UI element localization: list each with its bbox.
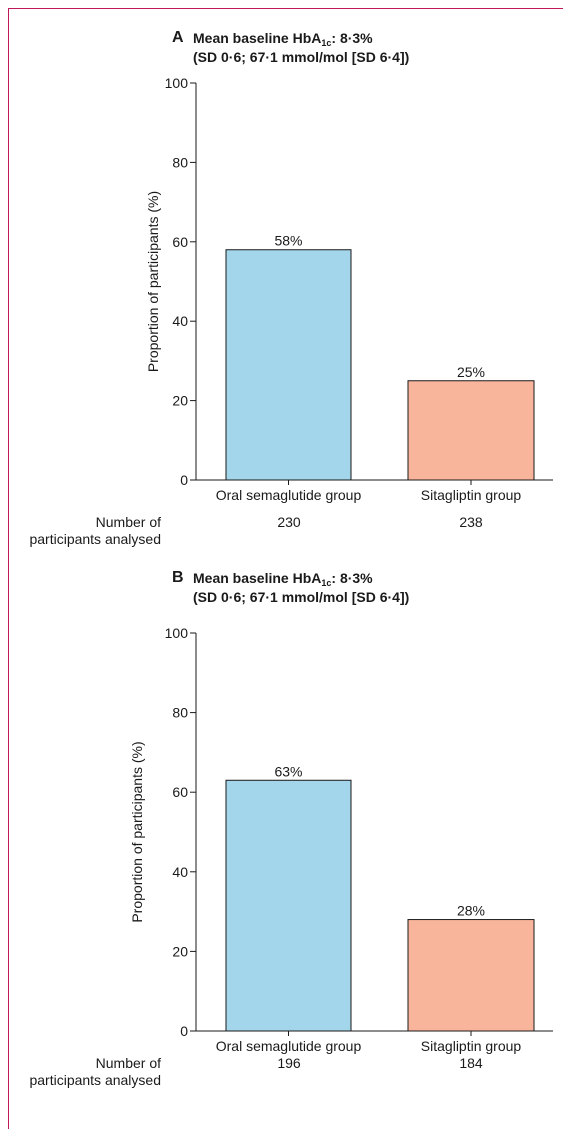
y-tick-label: 0: [180, 1023, 188, 1039]
frame-top-border: [8, 8, 563, 9]
y-tick-label: 0: [180, 472, 188, 488]
n-value-oral-semaglutide: 196: [277, 1055, 301, 1071]
n-value-oral-semaglutide: 230: [277, 514, 301, 530]
bar-sitagliptin: [407, 919, 535, 1032]
bar-chart-svg: 0 20 40 60 80 100 Proportion of participants (…: [145, 75, 553, 503]
panel-letter: A: [172, 29, 184, 46]
y-tick-label: 60: [172, 784, 188, 800]
bar-sitagliptin: [407, 380, 535, 481]
bar-oral-semaglutide: [225, 779, 352, 1032]
y-tick-label: 20: [172, 943, 188, 959]
y-tick-label: 20: [172, 393, 188, 409]
bar-data-label: 63%: [274, 763, 302, 779]
bar-data-label: 28%: [457, 903, 485, 919]
y-tick-label: 80: [172, 154, 188, 170]
chart-panel-a: A Mean baseline HbA1c: 8·3% (SD 0·6; 67·…: [0, 0, 563, 555]
frame-left-border: [8, 8, 9, 1129]
bar-data-label: 25%: [457, 364, 485, 380]
panel-letter: B: [172, 569, 184, 586]
y-tick-label: 40: [172, 313, 188, 329]
y-axis-label: Proportion of participants (%): [129, 741, 145, 922]
x-category-label: Oral semaglutide group: [216, 1038, 362, 1054]
chart-title-line1: Mean baseline HbA1c: 8·3%: [193, 570, 373, 588]
bar-data-label: 58%: [274, 233, 302, 249]
x-category-label: Sitagliptin group: [421, 1038, 522, 1054]
n-participants-label: Number of participants analysed: [29, 514, 161, 547]
chart-subtitle: (SD 0·6; 67·1 mmol/mol [SD 6·4]): [193, 589, 410, 605]
y-tick-label: 100: [165, 75, 189, 91]
y-tick-label: 60: [172, 234, 188, 250]
n-value-sitagliptin: 184: [459, 1055, 483, 1071]
x-category-label: Oral semaglutide group: [216, 487, 362, 503]
y-tick-label: 100: [165, 625, 189, 641]
chart-title-line1: Mean baseline HbA1c: 8·3%: [193, 30, 373, 48]
chart-subtitle: (SD 0·6; 67·1 mmol/mol [SD 6·4]): [193, 49, 410, 65]
chart-panel-b: B Mean baseline HbA1c: 8·3% (SD 0·6; 67·…: [0, 565, 563, 1120]
y-tick-label: 80: [172, 705, 188, 721]
y-tick-label: 40: [172, 864, 188, 880]
n-participants-label: Number of participants analysed: [29, 1055, 161, 1088]
y-axis-label: Proportion of participants (%): [145, 191, 161, 372]
bar-chart-svg: 0 20 40 60 80 100 Proportion of participants (…: [129, 625, 553, 1054]
x-category-label: Sitagliptin group: [421, 487, 522, 503]
bar-oral-semaglutide: [225, 249, 352, 481]
n-value-sitagliptin: 238: [459, 514, 483, 530]
